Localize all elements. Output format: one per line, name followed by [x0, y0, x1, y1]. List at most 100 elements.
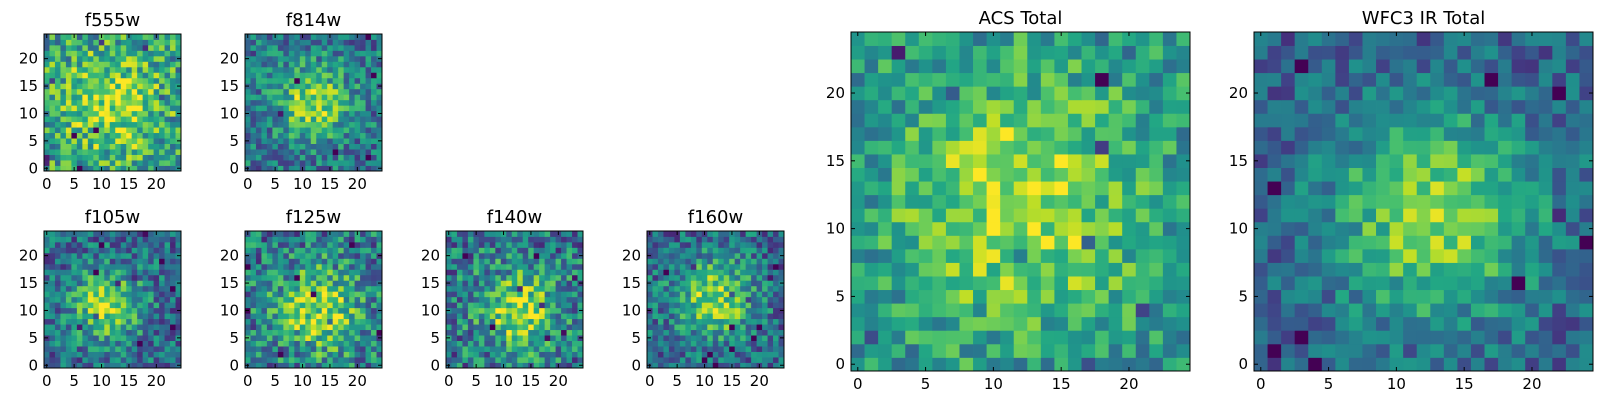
heatmap-cell — [1321, 208, 1336, 223]
heatmap-cell — [376, 105, 383, 112]
heatmap-cell — [905, 248, 920, 263]
heatmap-cell — [544, 285, 551, 292]
heatmap-cell — [1149, 289, 1164, 304]
heatmap-cell — [734, 307, 741, 314]
heatmap-cell — [762, 357, 768, 363]
heatmap-cell — [44, 351, 50, 358]
heatmap-cell — [973, 262, 987, 277]
heatmap-cell — [723, 280, 730, 287]
heatmap-cell — [707, 236, 714, 243]
heatmap-cell — [773, 258, 779, 265]
heatmap-cell — [566, 236, 573, 243]
heatmap-cell — [137, 340, 144, 347]
heatmap-cell — [76, 55, 83, 62]
heatmap-cell — [371, 121, 377, 128]
heatmap-cell — [365, 154, 372, 161]
heatmap-cell — [1552, 221, 1567, 236]
heatmap-cell — [1457, 248, 1472, 263]
heatmap-cell — [1067, 167, 1082, 182]
heatmap-cell — [550, 231, 556, 237]
heatmap-cell — [751, 357, 757, 363]
heatmap-cell — [159, 110, 165, 117]
heatmap-cell — [104, 121, 111, 128]
heatmap-cell — [98, 160, 105, 166]
heatmap-cell — [652, 231, 659, 237]
heatmap-cell — [82, 241, 89, 248]
heatmap-cell — [878, 221, 893, 236]
heatmap-cell — [734, 313, 741, 320]
heatmap-cell — [360, 296, 366, 303]
heatmap-cell — [349, 302, 355, 309]
heatmap-cell — [49, 149, 56, 155]
heatmap-cell — [484, 296, 491, 303]
heatmap-cell — [1416, 181, 1431, 196]
heatmap-cell — [137, 77, 144, 84]
heatmap-cell — [283, 340, 290, 347]
heatmap-cell — [371, 324, 377, 331]
heatmap-cell — [376, 121, 383, 128]
heatmap-cell — [561, 324, 567, 331]
heatmap-cell — [1135, 248, 1150, 263]
heatmap-cell — [1162, 221, 1177, 236]
heatmap-cell — [528, 307, 535, 314]
heatmap-cell — [1108, 262, 1123, 277]
heatmap-cell — [60, 116, 67, 123]
heatmap-cell — [305, 127, 312, 134]
heatmap-cell — [142, 39, 149, 46]
heatmap-cell — [1565, 357, 1580, 372]
heatmap-cell — [250, 44, 257, 51]
heatmap-cell — [277, 274, 284, 281]
heatmap-cell — [517, 307, 524, 314]
heatmap-cell — [354, 296, 361, 303]
heatmap-cell — [1095, 113, 1110, 128]
heatmap-cell — [1122, 167, 1137, 182]
heatmap-cell — [1484, 208, 1499, 223]
heatmap-cell — [657, 329, 664, 336]
heatmap-cell — [120, 110, 127, 117]
heatmap-cell — [170, 99, 176, 106]
heatmap-cell — [305, 329, 312, 336]
heatmap-cell — [283, 329, 290, 336]
heatmap-cell — [561, 296, 567, 303]
heatmap-cell — [245, 351, 251, 358]
heatmap-cell — [277, 55, 284, 62]
heatmap-cell — [120, 34, 127, 40]
heatmap-cell — [299, 116, 306, 123]
heatmap-cell — [778, 236, 785, 243]
heatmap-cell — [126, 291, 133, 298]
heatmap-cell — [338, 296, 345, 303]
heatmap-cell — [332, 274, 339, 281]
heatmap-cell — [82, 99, 89, 106]
heatmap-cell — [878, 262, 893, 277]
heatmap-cell — [316, 127, 323, 134]
heatmap-cell — [734, 318, 741, 325]
heatmap-cell — [376, 291, 383, 298]
heatmap-cell — [973, 99, 987, 114]
heatmap-cell — [376, 88, 383, 95]
heatmap-cell — [310, 165, 317, 172]
heatmap-cell — [294, 340, 301, 347]
heatmap-cell — [778, 296, 785, 303]
heatmap-cell — [986, 194, 1001, 209]
heatmap-cell — [751, 329, 757, 336]
heatmap-cell — [1525, 289, 1540, 304]
heatmap-cell — [1389, 167, 1404, 182]
heatmap-cell — [65, 241, 72, 248]
heatmap-cell — [663, 285, 670, 292]
heatmap-cell — [1348, 194, 1363, 209]
heatmap-cell — [87, 231, 94, 237]
heatmap-cell — [54, 154, 61, 161]
heatmap-cell — [1335, 343, 1350, 358]
heatmap-cell — [327, 77, 334, 84]
heatmap-cell — [685, 307, 692, 314]
heatmap-cell — [288, 269, 295, 276]
heatmap-cell — [283, 324, 290, 331]
heatmap-cell — [261, 105, 268, 112]
heatmap-cell — [126, 340, 133, 347]
heatmap-cell — [489, 236, 496, 243]
heatmap-cell — [371, 88, 377, 95]
heatmap-cell — [1040, 45, 1055, 60]
heatmap-cell — [1294, 194, 1309, 209]
heatmap-cell — [539, 269, 546, 276]
